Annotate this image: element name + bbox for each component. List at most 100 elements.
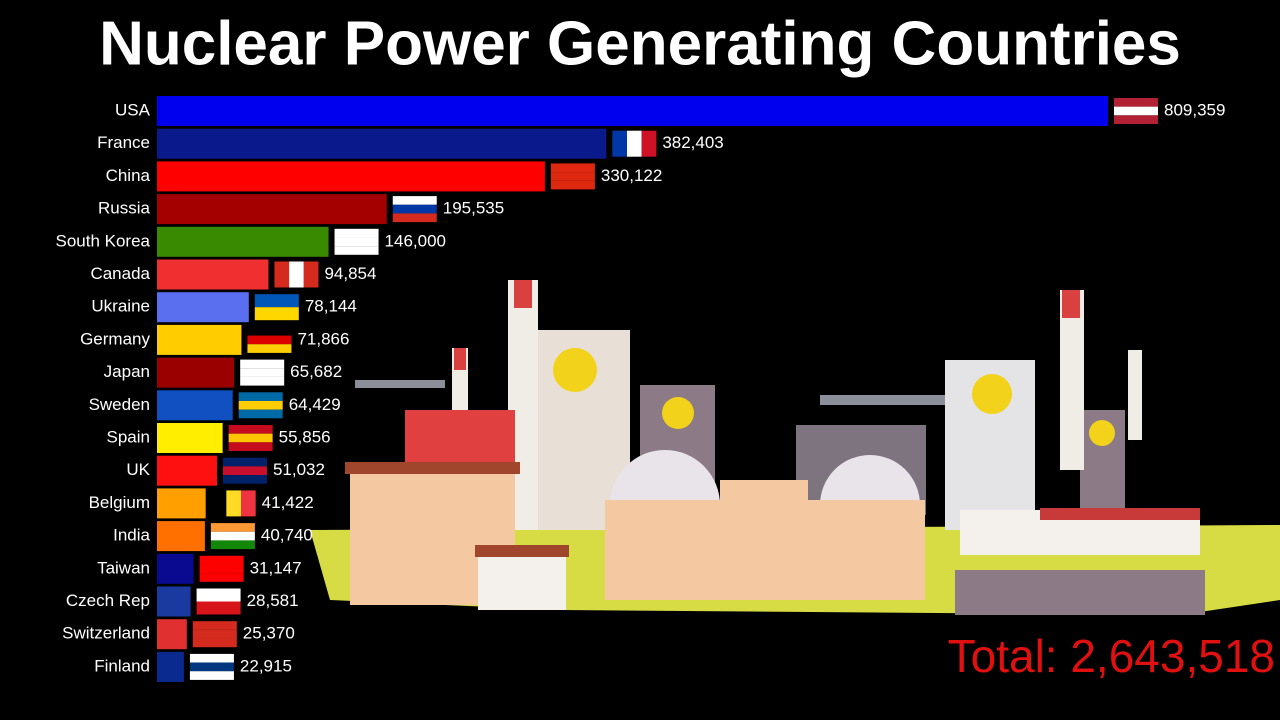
flag (303, 261, 319, 288)
flag (228, 442, 273, 451)
flag (550, 180, 595, 190)
flag (254, 307, 299, 321)
value-label: 31,147 (250, 558, 302, 577)
y-tick-label: Japan (104, 362, 150, 381)
flag (228, 425, 273, 434)
bar (157, 194, 387, 225)
total-label: Total: 2,643,518 (948, 630, 1275, 682)
value-label: 146,000 (385, 231, 446, 250)
flag (1114, 98, 1158, 107)
y-tick-label: UK (126, 460, 150, 479)
flag (222, 457, 267, 467)
y-tick-label: Belgium (89, 493, 150, 512)
flag (1114, 115, 1158, 124)
flag (211, 490, 227, 517)
flag (274, 261, 290, 288)
flag (334, 228, 379, 238)
value-label: 65,682 (290, 362, 342, 381)
flag (241, 490, 256, 517)
y-tick-label: Finland (94, 656, 150, 675)
plant-illustration (310, 280, 1280, 615)
flag (240, 359, 285, 369)
bar (157, 521, 205, 552)
y-tick-label: France (97, 133, 150, 152)
flag (240, 376, 285, 386)
value-label: 809,359 (1164, 100, 1225, 119)
y-tick-label: Russia (98, 199, 151, 218)
flag (222, 466, 267, 476)
chart-title: Nuclear Power Generating Countries (99, 9, 1181, 78)
value-label: 25,370 (243, 624, 295, 643)
value-label: 22,915 (240, 656, 292, 675)
flag (192, 638, 237, 648)
flag (189, 662, 234, 672)
flag (228, 433, 273, 443)
y-tick-label: Germany (80, 329, 150, 348)
flag (240, 368, 285, 377)
value-label: 55,856 (279, 427, 331, 446)
y-tick-label: China (106, 166, 151, 185)
value-label: 40,740 (261, 526, 313, 545)
bar (157, 226, 329, 257)
flag (192, 629, 237, 639)
flag (1114, 106, 1158, 116)
flag (392, 196, 437, 205)
value-label: 195,535 (443, 199, 504, 218)
y-tick-label: Spain (107, 427, 150, 446)
flag (334, 237, 379, 247)
value-label: 71,866 (297, 329, 349, 348)
y-tick-label: Sweden (89, 395, 150, 414)
bar (157, 553, 194, 584)
flag (222, 475, 267, 484)
flag (210, 540, 255, 550)
y-tick-label: Taiwan (97, 558, 150, 577)
flag (247, 326, 292, 336)
flag (550, 163, 595, 173)
flag (254, 294, 299, 308)
value-label: 382,403 (662, 133, 723, 152)
flag (196, 588, 241, 602)
bar (157, 96, 1108, 126)
flag (247, 335, 292, 345)
bar (157, 455, 217, 486)
flag (226, 490, 242, 517)
flag (196, 601, 241, 615)
y-tick-label: USA (115, 100, 151, 119)
bar (157, 161, 545, 192)
y-tick-label: Canada (90, 264, 150, 283)
flag (238, 409, 283, 419)
value-label: 94,854 (324, 264, 376, 283)
value-label: 64,429 (289, 395, 341, 414)
flag (289, 261, 304, 288)
flag (392, 213, 437, 223)
y-tick-label: South Korea (55, 231, 150, 250)
flag (626, 130, 642, 157)
flag (247, 344, 292, 353)
value-label: 41,422 (262, 493, 314, 512)
flag (192, 621, 237, 630)
value-label: 78,144 (305, 297, 357, 316)
flag (641, 130, 657, 157)
flag (238, 392, 283, 401)
bar (157, 423, 223, 453)
bar (157, 651, 184, 682)
bar (157, 259, 269, 290)
bar (157, 390, 233, 421)
value-label: 51,032 (273, 460, 325, 479)
value-label: 28,581 (247, 591, 299, 610)
bar (157, 488, 206, 519)
y-tick-label: Ukraine (91, 297, 150, 316)
flag (189, 671, 234, 680)
flag (334, 246, 379, 255)
bar (157, 586, 191, 617)
flag (210, 523, 255, 532)
flag (550, 172, 595, 181)
flag (199, 573, 244, 582)
bar (157, 128, 607, 159)
flag (199, 564, 244, 574)
y-tick-label: India (113, 526, 150, 545)
y-tick-label: Switzerland (62, 624, 150, 643)
flag (612, 130, 627, 157)
flag (189, 653, 234, 663)
